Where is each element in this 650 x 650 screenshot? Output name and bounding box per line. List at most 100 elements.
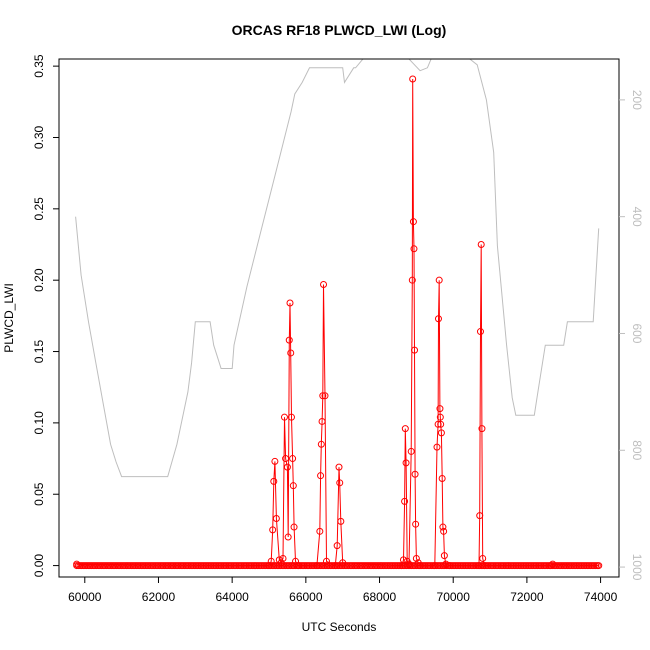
lwc-data-point (416, 562, 424, 570)
lwc-data-point (319, 392, 327, 400)
left-series-layer (73, 75, 603, 570)
lwc-data-point (437, 420, 445, 428)
lwc-data-point (442, 560, 450, 568)
lwc-data-point (282, 455, 290, 463)
lwc-data-point (317, 440, 325, 448)
lwc-data-point (271, 457, 279, 465)
lwc-data-point (336, 479, 344, 487)
y-tick-label: 0.10 (32, 411, 46, 435)
lwc-data-point (412, 520, 420, 528)
lwc-data-point (73, 560, 81, 568)
lwc-data-point (479, 554, 487, 562)
lwc-data-point (440, 527, 448, 535)
lwc-data-point (436, 405, 444, 413)
lwc-data-point (547, 562, 555, 570)
y-axis-right: 200 400 600 800 1000 (619, 90, 644, 581)
lwc-data-point (322, 557, 330, 565)
x-tick-label: 68000 (363, 590, 397, 604)
lwc-data-point (549, 560, 557, 568)
y-tick-label: 0.00 (32, 554, 46, 578)
lwc-data-point (285, 336, 293, 344)
lwc-data-point (476, 328, 484, 336)
lwc-data-point (410, 245, 418, 253)
y-tick-label: 0.30 (32, 125, 46, 149)
lwc-data-point (284, 533, 292, 541)
y-tick-label: 0.20 (32, 268, 46, 292)
x-axis: 60000 62000 64000 66000 68000 70000 72000 74000 (68, 577, 618, 604)
lwc-data-point (333, 542, 341, 550)
lwc-data-point (286, 299, 294, 307)
y-tick-label: 0.15 (32, 340, 46, 364)
y-tick-label: 0.35 (32, 54, 46, 78)
x-tick-label: 62000 (142, 590, 176, 604)
lwc-data-point (287, 413, 295, 421)
lwc-data-point (337, 517, 345, 525)
lwc-data-point (294, 562, 302, 570)
lwc-data-point (318, 417, 326, 425)
lwc-data-point (401, 425, 409, 433)
lwc-data-point (412, 554, 420, 562)
y-right-tick-label: 800 (630, 440, 644, 460)
lwc-data-point (317, 472, 325, 480)
lwc-data-point (270, 477, 278, 485)
lwc-data-point (434, 315, 442, 323)
lwc-data-point (399, 556, 407, 564)
x-axis-label: UTC Seconds (302, 620, 377, 634)
lwc-data-point (290, 523, 298, 531)
right-series-layer (75, 59, 600, 478)
lwc-data-point (440, 552, 448, 560)
lwc-data-point (434, 420, 442, 428)
lwc-data-point (477, 241, 485, 249)
lwc-data-point (280, 413, 288, 421)
lwc-data-point (409, 75, 417, 83)
lwc-data-point (436, 413, 444, 421)
y-right-tick-label: 600 (630, 323, 644, 343)
y-right-tick-label: 200 (630, 90, 644, 110)
chart-title: ORCAS RF18 PLWCD_LWI (Log) (232, 22, 447, 38)
lwc-data-point (289, 482, 297, 490)
lwc-data-point (408, 276, 416, 284)
lwc-data-point (595, 562, 603, 570)
altitude-series-line (75, 59, 600, 478)
lwc-data-point (435, 276, 443, 284)
x-tick-label: 72000 (510, 590, 544, 604)
lwc-data-point (320, 280, 328, 288)
lwc-data-point (269, 526, 277, 534)
lwc-data-point (439, 523, 447, 531)
lwc-data-point (438, 475, 446, 483)
x-tick-label: 64000 (215, 590, 249, 604)
lwc-data-point (446, 562, 454, 570)
lwc-data-point (402, 459, 410, 467)
y-axis-label: PLWCD_LWI (2, 283, 16, 353)
lwc-data-point (331, 562, 339, 570)
lwc-data-point (437, 429, 445, 437)
y-axis: 0.00 0.05 0.10 0.15 0.20 0.25 0.30 0.35 (32, 54, 59, 577)
y-tick-label: 0.25 (32, 197, 46, 221)
lwc-data-point (289, 455, 297, 463)
lwc-data-point (272, 514, 280, 522)
lwc-data-point (321, 392, 329, 400)
lwc-data-point (267, 557, 275, 565)
lwc-data-point (411, 346, 419, 354)
lwc-data-point (265, 562, 273, 570)
x-tick-label: 74000 (584, 590, 618, 604)
x-tick-label: 70000 (437, 590, 471, 604)
lwc-data-point (335, 463, 343, 471)
lwc-data-point (277, 559, 285, 567)
lwc-data-point (401, 497, 409, 505)
lwc-data-point (283, 463, 291, 471)
lwc-data-point (405, 560, 413, 568)
lwc-data-point (339, 559, 347, 567)
lwc-series-line (76, 78, 599, 567)
lwc-data-point (481, 562, 489, 570)
lwc-data-point (478, 425, 486, 433)
lwc-data-point (407, 447, 415, 455)
y-right-tick-label: 400 (630, 207, 644, 227)
plot-frame (58, 58, 620, 578)
lwc-data-point (316, 527, 324, 535)
lwc-data-point (287, 349, 295, 357)
lwc-data-point (279, 554, 287, 562)
lwc-data-point (431, 562, 439, 570)
lwc-data-point (411, 470, 419, 478)
